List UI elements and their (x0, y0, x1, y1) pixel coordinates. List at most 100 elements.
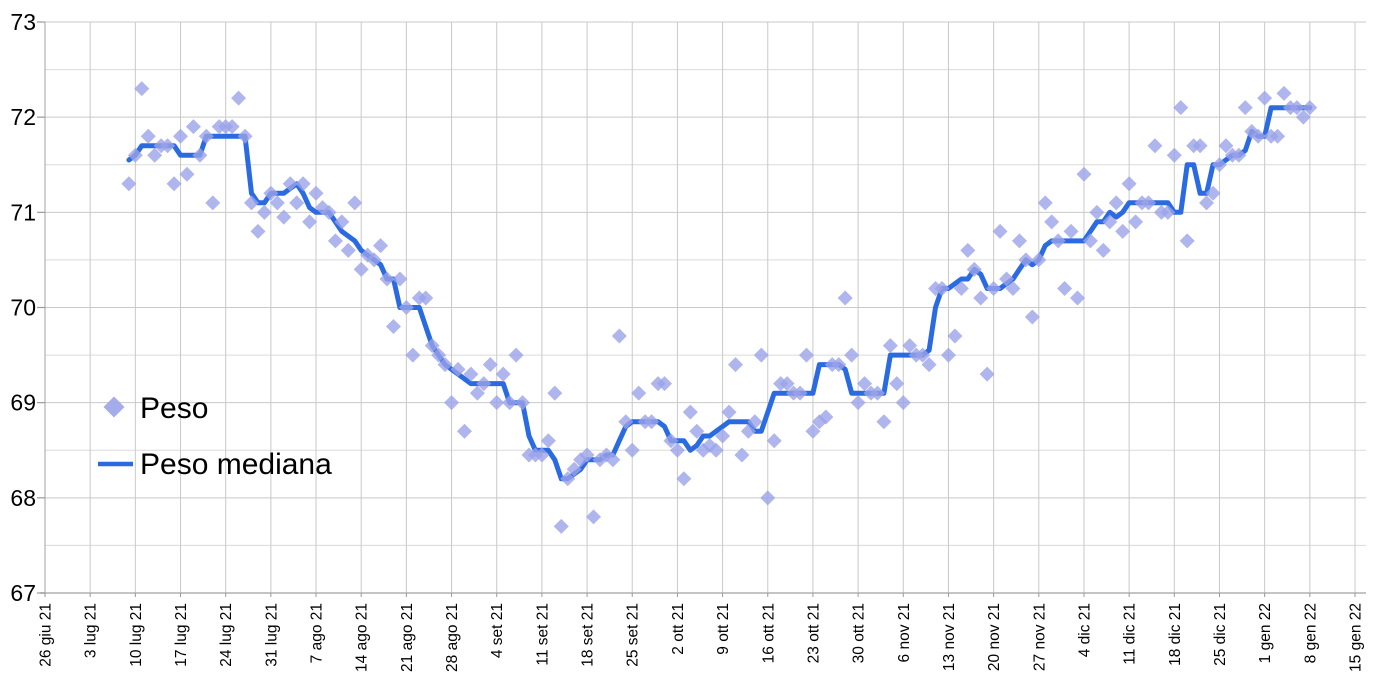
peso-data-point (947, 328, 963, 344)
peso-data-point (889, 376, 905, 392)
peso-data-point (902, 338, 918, 354)
peso-data-point (1128, 214, 1144, 230)
peso-data-point (276, 209, 292, 225)
peso-data-point (831, 357, 847, 373)
peso-data-point (553, 518, 569, 534)
peso-data-point (1179, 233, 1195, 249)
x-tick-label: 18 dic 21 (1167, 603, 1184, 666)
peso-data-point (1270, 128, 1286, 144)
x-tick-label: 4 dic 21 (1076, 603, 1093, 657)
x-tick-label: 13 nov 21 (941, 603, 958, 671)
peso-data-point (850, 395, 866, 411)
x-tick-label: 18 set 21 (580, 603, 597, 667)
peso-data-point (302, 214, 318, 230)
peso-data-point (586, 509, 602, 525)
x-tick-label: 6 nov 21 (896, 603, 913, 662)
peso-data-point (560, 471, 576, 487)
peso-data-point (282, 176, 298, 192)
peso-data-point (424, 338, 440, 354)
peso-data-point (837, 290, 853, 306)
peso-data-point (469, 385, 485, 401)
y-tick-label: 68 (10, 485, 36, 511)
peso-data-point (185, 119, 201, 135)
peso-data-point (437, 357, 453, 373)
axes (37, 21, 1366, 597)
peso-data-point (869, 385, 885, 401)
peso-data-point (405, 347, 421, 363)
peso-data-point (1160, 204, 1176, 220)
x-tick-label: 9 ott 21 (715, 603, 732, 655)
peso-data-point (1108, 195, 1124, 211)
peso-data-point (1205, 185, 1221, 201)
peso-data-point (1044, 214, 1060, 230)
peso-data-point (476, 376, 492, 392)
peso-data-point (1115, 223, 1131, 239)
peso-data-point (708, 442, 724, 458)
peso-data-point (953, 280, 969, 296)
x-tick-label: 10 lug 21 (128, 603, 145, 667)
peso-data-point (1102, 214, 1118, 230)
axis-labels: 67 68 69 70 71 72 73 26 giu 21 3 lug 21 10 lug 21… (10, 9, 1364, 672)
peso-data-point (986, 280, 1002, 296)
peso-data-point (740, 423, 756, 439)
peso-data-point (534, 447, 550, 463)
peso-data-point (1082, 233, 1098, 249)
peso-data-point (940, 347, 956, 363)
peso-data-point (1050, 233, 1066, 249)
peso-data-point (921, 357, 937, 373)
x-tick-label: 30 ott 21 (851, 603, 868, 663)
peso-data-point (353, 261, 369, 277)
peso-data-point (844, 347, 860, 363)
peso-data-point (1173, 100, 1189, 116)
peso-data-point (566, 461, 582, 477)
peso-data-point (540, 433, 556, 449)
peso-data-point (689, 423, 705, 439)
peso-mediana-line (126, 105, 1313, 482)
peso-data-point (373, 238, 389, 254)
peso-data-point (663, 433, 679, 449)
peso-data-point (231, 90, 247, 106)
peso-data-point (1276, 85, 1292, 101)
x-tick-label: 7 ago 21 (309, 603, 326, 663)
y-tick-label: 70 (10, 295, 36, 321)
x-tick-label: 27 nov 21 (1031, 603, 1048, 671)
x-tick-label: 15 gen 22 (1348, 603, 1365, 672)
peso-data-point (508, 347, 524, 363)
peso-data-point (669, 442, 685, 458)
peso-data-point (1070, 290, 1086, 306)
peso-data-point (631, 385, 647, 401)
peso-data-point (173, 128, 189, 144)
peso-data-point (979, 366, 995, 382)
peso-data-point (747, 414, 763, 430)
y-tick-label: 71 (10, 199, 36, 225)
peso-data-point (798, 347, 814, 363)
x-tick-label: 25 set 21 (625, 603, 642, 667)
peso-data-point (999, 271, 1015, 287)
legend-label-peso: Peso (140, 392, 208, 425)
peso-data-point (327, 233, 343, 249)
y-tick-label: 72 (10, 104, 36, 130)
peso-data-point (1037, 195, 1053, 211)
peso-data-point (882, 338, 898, 354)
x-tick-label: 17 lug 21 (173, 603, 190, 667)
peso-data-point (489, 395, 505, 411)
peso-data-point (579, 447, 595, 463)
legend-label-peso-mediana: Peso mediana (140, 448, 332, 481)
peso-data-point (1250, 128, 1266, 144)
peso-data-point (1031, 252, 1047, 268)
peso-data-point (934, 280, 950, 296)
x-tick-label: 3 lug 21 (83, 603, 100, 658)
peso-data-point (127, 147, 143, 163)
peso-data-point (1211, 157, 1227, 173)
peso-data-point (805, 423, 821, 439)
peso-data-point (682, 404, 698, 420)
peso-diamond-swatch (103, 396, 125, 418)
x-tick-label: 21 ago 21 (399, 603, 416, 672)
peso-data-point (1089, 204, 1105, 220)
peso-data-point (1231, 147, 1247, 163)
y-tick-label: 73 (10, 9, 36, 35)
peso-data-point (1057, 280, 1073, 296)
peso-data-point (1218, 138, 1234, 154)
peso-data-point (973, 290, 989, 306)
